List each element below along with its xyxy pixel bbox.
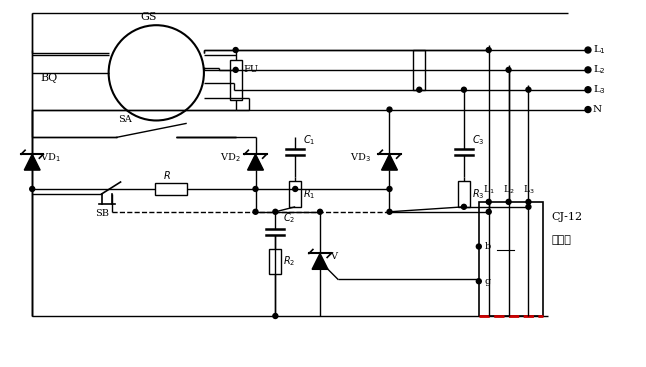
- Circle shape: [585, 87, 591, 93]
- Text: CJ-12: CJ-12: [551, 212, 583, 222]
- Text: $R_3$: $R_3$: [472, 187, 484, 201]
- Circle shape: [387, 209, 392, 214]
- Text: 调节器: 调节器: [551, 235, 571, 244]
- Circle shape: [476, 244, 481, 249]
- Text: FU: FU: [244, 65, 259, 75]
- Text: $C_3$: $C_3$: [472, 134, 484, 147]
- Circle shape: [109, 25, 204, 120]
- Circle shape: [486, 199, 491, 204]
- Text: $R$: $R$: [163, 169, 171, 181]
- Bar: [479, 202, 543, 316]
- Polygon shape: [25, 154, 40, 170]
- Text: BQ: BQ: [40, 73, 57, 83]
- Circle shape: [585, 47, 591, 53]
- Text: $R_1$: $R_1$: [303, 187, 315, 201]
- Circle shape: [253, 209, 258, 214]
- Circle shape: [506, 199, 511, 204]
- Text: L$_1$: L$_1$: [483, 184, 495, 196]
- Text: $C_1$: $C_1$: [303, 134, 315, 147]
- Circle shape: [526, 199, 531, 204]
- Text: SA: SA: [119, 115, 132, 124]
- Circle shape: [461, 87, 466, 92]
- Circle shape: [526, 204, 531, 209]
- Circle shape: [273, 209, 278, 214]
- Text: L$_1$: L$_1$: [593, 44, 606, 57]
- Text: $C_2$: $C_2$: [284, 211, 296, 225]
- Text: L$_3$: L$_3$: [593, 83, 606, 96]
- Text: VD$_2$: VD$_2$: [220, 151, 240, 164]
- Circle shape: [461, 204, 466, 209]
- Bar: [230, 60, 242, 99]
- Circle shape: [417, 87, 422, 92]
- Circle shape: [486, 209, 491, 214]
- Polygon shape: [312, 254, 328, 269]
- Bar: [269, 248, 281, 274]
- Circle shape: [585, 67, 591, 73]
- Circle shape: [233, 48, 238, 52]
- Bar: [413, 50, 425, 90]
- Text: L$_2$: L$_2$: [503, 184, 514, 196]
- Bar: [155, 183, 187, 195]
- Circle shape: [585, 106, 591, 113]
- Circle shape: [253, 186, 258, 192]
- Circle shape: [30, 186, 35, 192]
- Text: L$_3$: L$_3$: [523, 184, 534, 196]
- Text: N: N: [593, 105, 602, 114]
- Text: V: V: [330, 252, 337, 261]
- Text: g: g: [484, 277, 491, 286]
- Text: L$_2$: L$_2$: [593, 63, 606, 76]
- Circle shape: [273, 313, 278, 319]
- Bar: [458, 181, 470, 207]
- Text: SB: SB: [95, 209, 109, 218]
- Text: VD$_1$: VD$_1$: [40, 151, 61, 164]
- Circle shape: [318, 209, 322, 214]
- Circle shape: [486, 48, 491, 52]
- Circle shape: [506, 68, 511, 72]
- Polygon shape: [382, 154, 397, 170]
- Circle shape: [526, 87, 531, 92]
- Text: $R_2$: $R_2$: [284, 254, 296, 268]
- Circle shape: [293, 186, 298, 192]
- Text: VD$_3$: VD$_3$: [349, 151, 371, 164]
- Polygon shape: [247, 154, 264, 170]
- Circle shape: [387, 107, 392, 112]
- Text: b: b: [484, 242, 491, 251]
- Circle shape: [387, 186, 392, 192]
- Text: GS: GS: [140, 12, 156, 22]
- Circle shape: [476, 279, 481, 284]
- Bar: [289, 181, 301, 207]
- Circle shape: [233, 68, 238, 72]
